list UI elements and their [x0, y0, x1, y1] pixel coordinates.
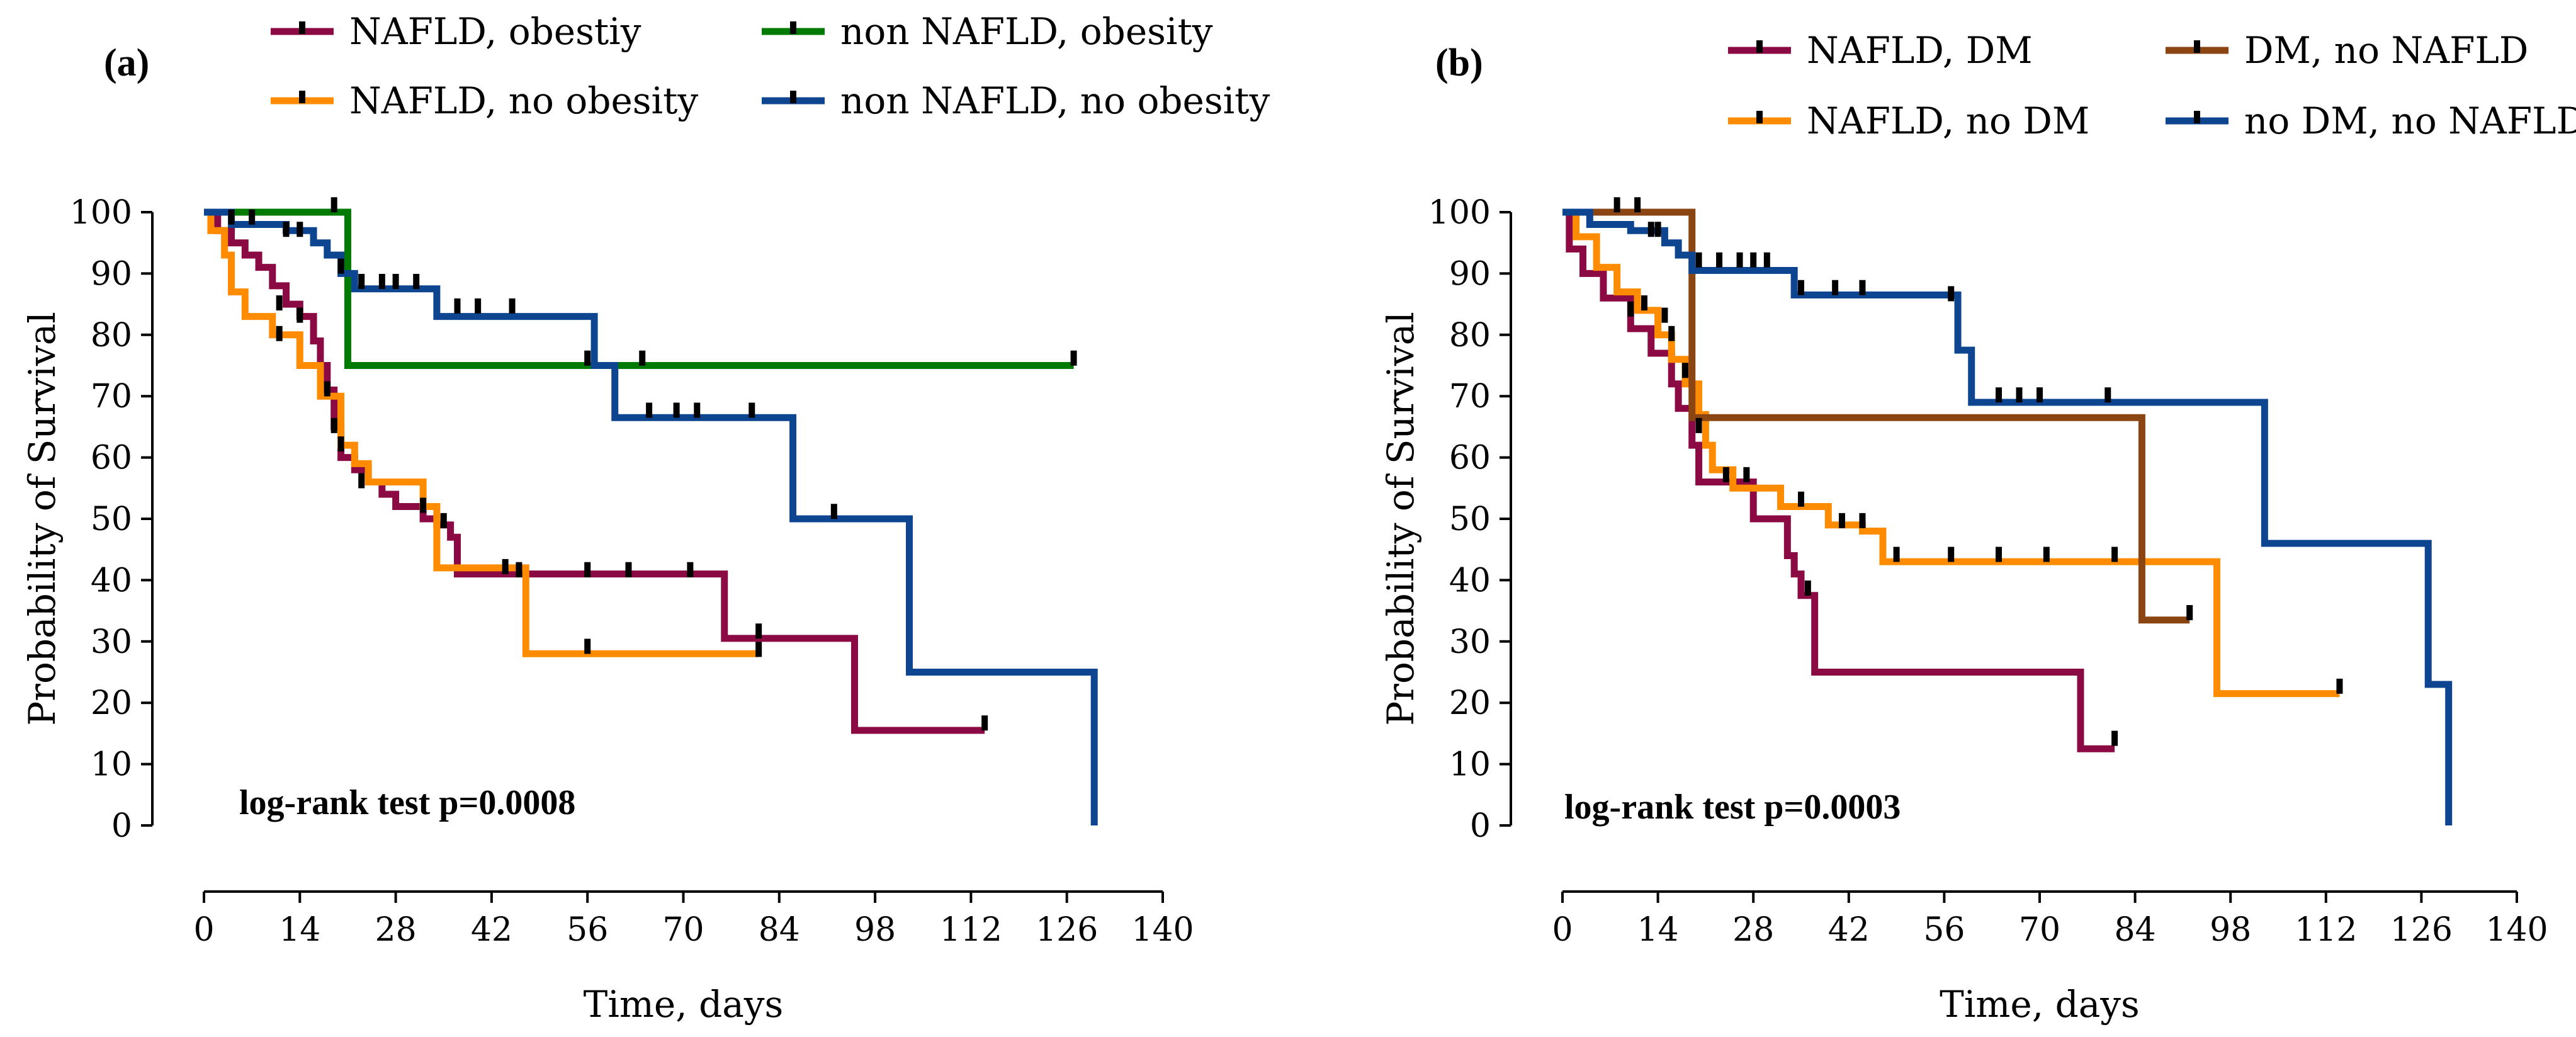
x-tick-label: 126 [1036, 911, 1098, 949]
y-tick-label: 50 [1449, 501, 1491, 538]
y-tick-label: 90 [91, 255, 132, 293]
legend-label: DM, no NAFLD [2244, 29, 2528, 72]
y-tick-label: 80 [1449, 317, 1491, 354]
y-axis-title: Probability of Survival [1379, 312, 1422, 726]
series-line-3 [1562, 208, 2190, 624]
series-line-3 [204, 208, 1074, 369]
log-rank-annotation: log-rank test p=0.0003 [1564, 788, 1901, 827]
y-tick-label: 10 [1449, 746, 1491, 784]
y-tick-label: 30 [91, 623, 132, 661]
x-axis-title: Time, days [1940, 983, 2140, 1026]
panel-label: (a) [104, 42, 149, 84]
panel-a: (a) 0 10 20 30 40 50 60 70 80 90 100 0 14 28 42 56 70 84 98… [21, 10, 1270, 1026]
x-tick-label: 56 [567, 911, 608, 949]
x-tick-label: 112 [2295, 911, 2357, 949]
x-tick-label: 14 [279, 911, 320, 949]
y-tick-label: 50 [91, 501, 132, 538]
y-tick-label: 20 [91, 684, 132, 722]
y-tick-label: 0 [111, 807, 132, 845]
x-tick-label: 28 [375, 911, 417, 949]
x-tick-label: 14 [1637, 911, 1679, 949]
y-tick-label: 70 [1449, 378, 1491, 416]
series-line-2 [204, 208, 759, 657]
series-line-4 [204, 208, 1098, 825]
x-tick-label: 140 [1131, 911, 1194, 949]
legend-label: no DM, no NAFLD [2244, 99, 2576, 142]
y-tick-label: 40 [1449, 562, 1491, 599]
x-tick-label: 98 [854, 911, 896, 949]
x-tick-label: 98 [2210, 911, 2251, 949]
y-tick-label: 80 [91, 317, 132, 354]
x-tick-label: 42 [471, 911, 512, 949]
legend-label: NAFLD, DM [1807, 29, 2033, 72]
x-tick-label: 140 [2485, 911, 2548, 949]
x-tick-label: 0 [1552, 911, 1573, 949]
y-tick-label: 70 [91, 378, 132, 416]
y-tick-label: 10 [91, 746, 132, 784]
x-tick-label: 84 [2115, 911, 2156, 949]
series-line-4 [1562, 208, 2453, 825]
x-axis-title: Time, days [584, 983, 784, 1026]
x-tick-label: 70 [2019, 911, 2060, 949]
x-tick-label: 70 [662, 911, 704, 949]
y-tick-label: 60 [1449, 439, 1491, 477]
y-axis-title: Probability of Survival [21, 312, 64, 726]
series-line-1 [1562, 208, 2115, 752]
legend-label: non NAFLD, obesity [840, 10, 1213, 53]
x-tick-label: 126 [2390, 911, 2453, 949]
y-tick-label: 60 [91, 439, 132, 477]
x-tick-label: 42 [1828, 911, 1870, 949]
legend-label: non NAFLD, no obesity [840, 79, 1270, 122]
x-tick-label: 84 [759, 911, 800, 949]
log-rank-annotation: log-rank test p=0.0008 [239, 783, 575, 822]
x-tick-label: 112 [940, 911, 1002, 949]
y-tick-label: 30 [1449, 623, 1491, 661]
y-tick-label: 20 [1449, 684, 1491, 722]
y-tick-label: 90 [1449, 255, 1491, 293]
x-tick-label: 28 [1732, 911, 1774, 949]
y-tick-label: 40 [91, 562, 132, 599]
panel-label: (b) [1435, 42, 1483, 84]
legend-label: NAFLD, no obesity [349, 79, 698, 122]
x-tick-label: 56 [1923, 911, 1965, 949]
y-tick-label: 0 [1470, 807, 1491, 845]
series-line-2 [1562, 208, 2340, 698]
x-tick-label: 0 [193, 911, 214, 949]
panel-b: (b) 0 10 20 30 40 50 60 70 80 90 100 0 14 28 42 56 70 84 98… [1379, 29, 2576, 1026]
legend-label: NAFLD, no DM [1807, 99, 2089, 142]
y-tick-label: 100 [70, 194, 132, 232]
y-tick-label: 100 [1428, 194, 1491, 232]
legend-label: NAFLD, obestiy [349, 10, 641, 53]
